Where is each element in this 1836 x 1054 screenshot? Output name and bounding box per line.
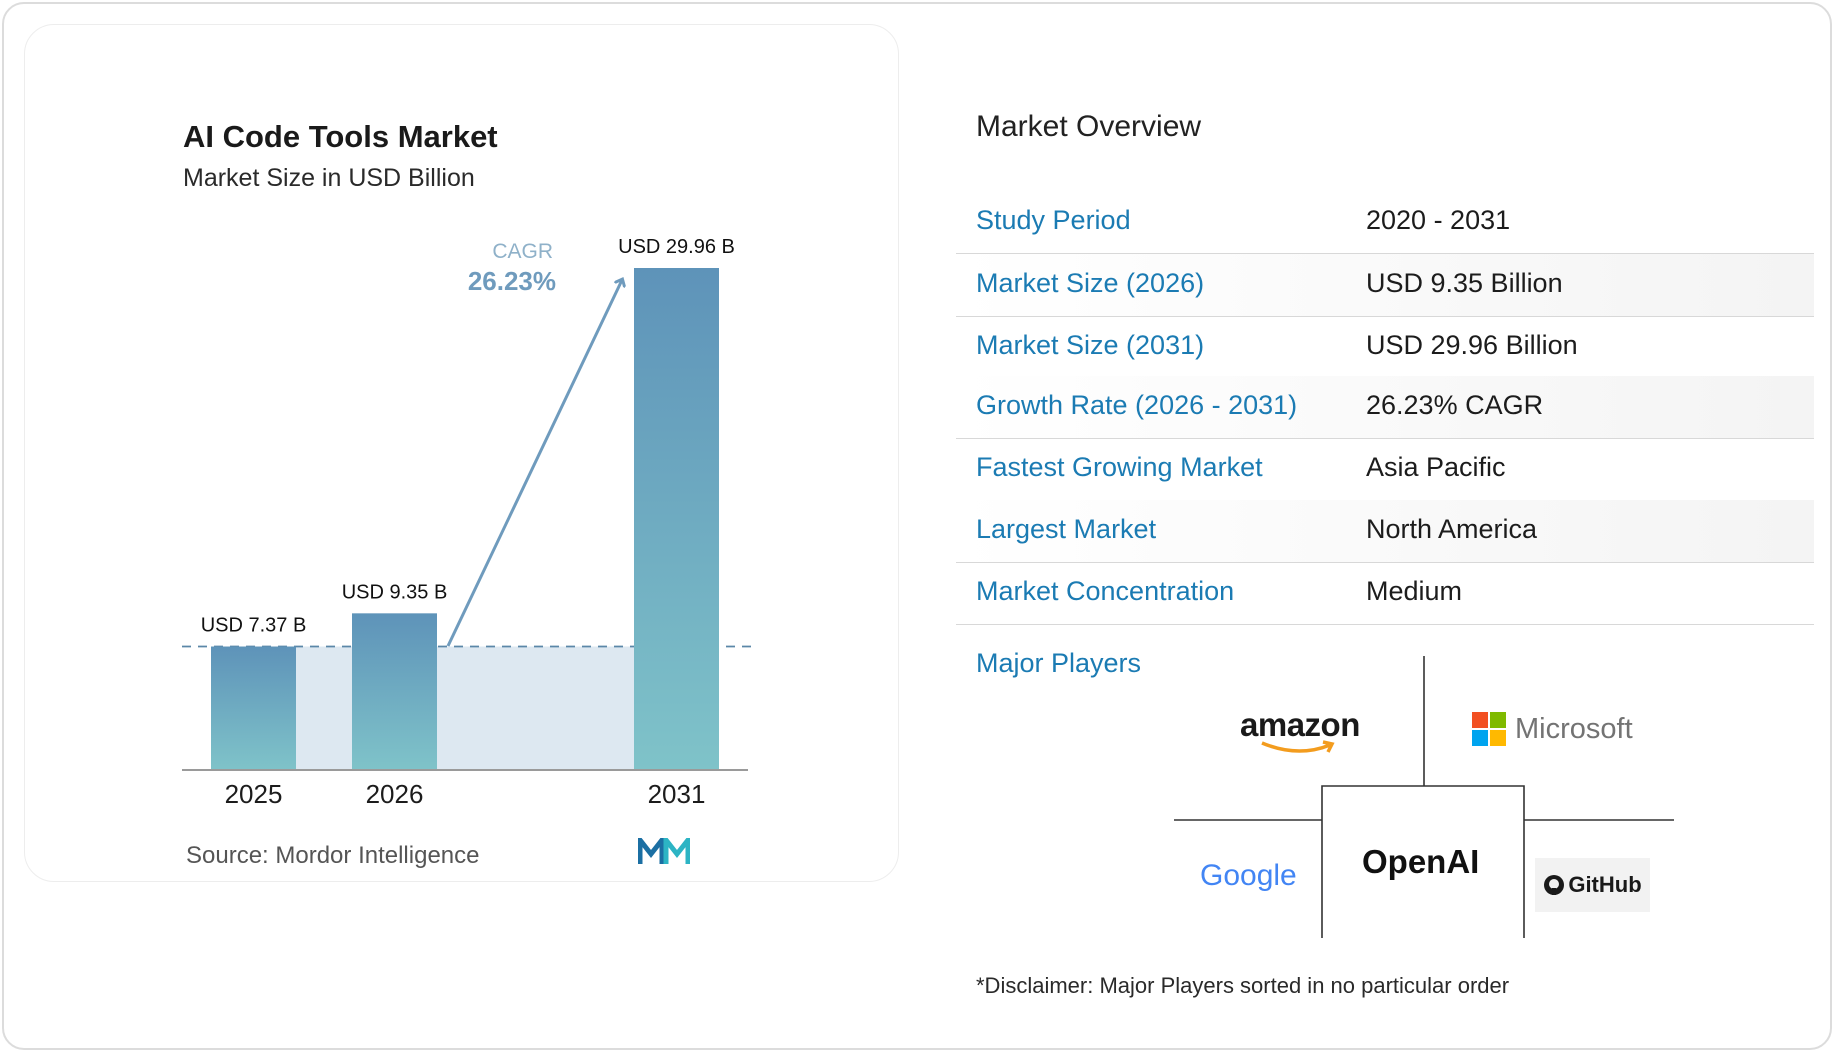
- overview-row: Growth Rate (2026 - 2031) 26.23% CAGR: [956, 376, 1814, 439]
- github-wordmark: GitHub: [1568, 872, 1642, 897]
- bar-2025: [211, 646, 296, 770]
- amazon-logo: amazon: [1240, 706, 1360, 753]
- cagr-arrow: [446, 280, 622, 647]
- github-logo: GitHub: [1535, 858, 1650, 912]
- x-tick-label-2026: 2026: [366, 779, 424, 809]
- overview-key: Market Concentration: [976, 576, 1235, 606]
- amazon-wordmark: amazon: [1240, 706, 1360, 743]
- x-tick-label-2025: 2025: [225, 779, 283, 809]
- overview-value: North America: [1366, 514, 1538, 544]
- bar-2026: [352, 613, 437, 770]
- chart-title: AI Code Tools Market: [183, 119, 498, 154]
- bar-2031: [634, 268, 719, 770]
- overview-row: Market Concentration Medium: [956, 562, 1814, 625]
- overview-key: Growth Rate (2026 - 2031): [976, 390, 1298, 420]
- data-label-2031: USD 29.96 B: [618, 236, 735, 258]
- data-label-2025: USD 7.37 B: [201, 615, 307, 637]
- openai-logo: OpenAI: [1362, 843, 1479, 881]
- overview-value: USD 9.35 Billion: [1366, 268, 1563, 298]
- major-players-label: Major Players: [976, 648, 1142, 678]
- google-wordmark: Google: [1200, 859, 1297, 892]
- overview-value: Asia Pacific: [1366, 452, 1506, 482]
- overview-key: Study Period: [976, 205, 1131, 235]
- data-label-2026: USD 9.35 B: [342, 581, 448, 603]
- cagr-value: 26.23%: [468, 266, 556, 296]
- overview-key: Fastest Growing Market: [976, 452, 1263, 482]
- chart-subtitle: Market Size in USD Billion: [183, 164, 475, 192]
- mordor-intelligence-logo: [638, 838, 690, 864]
- bar-chart: USD 7.37 B 2025 USD 9.35 B 2026 USD 29.96 B 2…: [182, 236, 752, 809]
- overview-row: Market Size (2026) USD 9.35 Billion: [956, 254, 1814, 317]
- microsoft-logo: Microsoft: [1472, 712, 1633, 746]
- overview-key: Market Size (2026): [976, 268, 1205, 298]
- overview-value: USD 29.96 Billion: [1366, 330, 1578, 360]
- overview-row: Study Period 2020 - 2031: [956, 191, 1814, 254]
- overview-value: 2020 - 2031: [1366, 205, 1511, 235]
- microsoft-squares-icon: [1472, 712, 1506, 746]
- google-logo: Google: [1200, 859, 1297, 893]
- overview-key: Market Size (2031): [976, 330, 1205, 360]
- source-text: Source: Mordor Intelligence: [186, 842, 480, 869]
- disclaimer-text: *Disclaimer: Major Players sorted in no …: [976, 973, 1510, 998]
- microsoft-wordmark: Microsoft: [1515, 712, 1633, 745]
- overview-value: 26.23% CAGR: [1366, 390, 1544, 420]
- amazon-smile-icon: [1261, 740, 1335, 753]
- overview-key: Largest Market: [976, 514, 1157, 544]
- openai-wordmark: OpenAI: [1362, 843, 1480, 880]
- github-octocat-icon: [1544, 875, 1565, 895]
- cagr-label: CAGR: [492, 240, 553, 263]
- overview-title: Market Overview: [976, 110, 1202, 143]
- overview-value: Medium: [1366, 576, 1463, 606]
- x-tick-label-2031: 2031: [648, 779, 706, 809]
- overview-row: Largest Market North America: [956, 500, 1814, 563]
